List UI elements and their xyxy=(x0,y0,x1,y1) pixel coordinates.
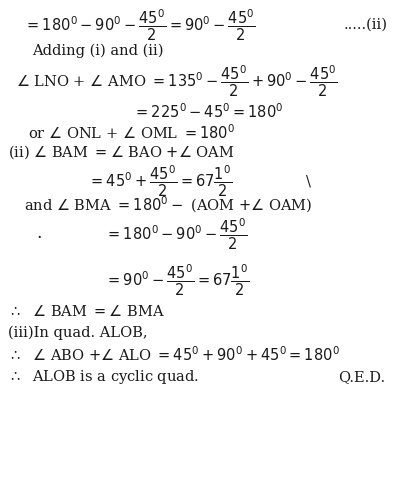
Text: $= 180^0-90^0-\dfrac{45^0}{2} = 90^0-\dfrac{45^0}{2}$: $= 180^0-90^0-\dfrac{45^0}{2} = 90^0-\df… xyxy=(24,8,255,43)
Text: $= 225^0-45^0 = 180^0$: $= 225^0-45^0 = 180^0$ xyxy=(132,102,282,121)
Text: $\angle$ LNO + $\angle$ AMO $= 135^0-\dfrac{45^0}{2}+90^0-\dfrac{45^0}{2}$: $\angle$ LNO + $\angle$ AMO $= 135^0-\df… xyxy=(16,64,337,99)
Text: or $\angle$ ONL + $\angle$ OML $= 180^0$: or $\angle$ ONL + $\angle$ OML $= 180^0$ xyxy=(28,123,235,142)
Text: .....(ii): .....(ii) xyxy=(343,18,387,32)
Text: Adding (i) and (ii): Adding (i) and (ii) xyxy=(32,44,163,58)
Text: Q.E.D.: Q.E.D. xyxy=(337,370,384,384)
Text: $= 180^0-90^0-\dfrac{45^0}{2}$: $= 180^0-90^0-\dfrac{45^0}{2}$ xyxy=(104,216,246,252)
Text: .: . xyxy=(36,225,42,242)
Text: (ii) $\angle$ BAM $= \angle$ BAO $+ \angle$ OAM: (ii) $\angle$ BAM $= \angle$ BAO $+ \ang… xyxy=(8,143,234,161)
Text: $= 45^0+\dfrac{45^0}{2} = 67\dfrac{1^0}{2}$: $= 45^0+\dfrac{45^0}{2} = 67\dfrac{1^0}{… xyxy=(88,164,232,199)
Text: $\therefore$  ALOB is a cyclic quad.: $\therefore$ ALOB is a cyclic quad. xyxy=(8,368,198,386)
Text: $= 90^0-\dfrac{45^0}{2} = 67\dfrac{1^0}{2}$: $= 90^0-\dfrac{45^0}{2} = 67\dfrac{1^0}{… xyxy=(104,263,248,298)
Text: (iii)In quad. ALOB,: (iii)In quad. ALOB, xyxy=(8,326,147,340)
Text: \: \ xyxy=(305,174,314,188)
Text: and $\angle$ BMA $= 180^0 -$ (AOM $+ \angle$ OAM): and $\angle$ BMA $= 180^0 -$ (AOM $+ \an… xyxy=(24,194,312,214)
Text: $\therefore$  $\angle$ ABO $+ \angle$ ALO $= 45^0+90^0+45^0 =180^0$: $\therefore$ $\angle$ ABO $+ \angle$ ALO… xyxy=(8,345,339,364)
Text: $\therefore$  $\angle$ BAM $= \angle$ BMA: $\therefore$ $\angle$ BAM $= \angle$ BMA xyxy=(8,304,165,319)
